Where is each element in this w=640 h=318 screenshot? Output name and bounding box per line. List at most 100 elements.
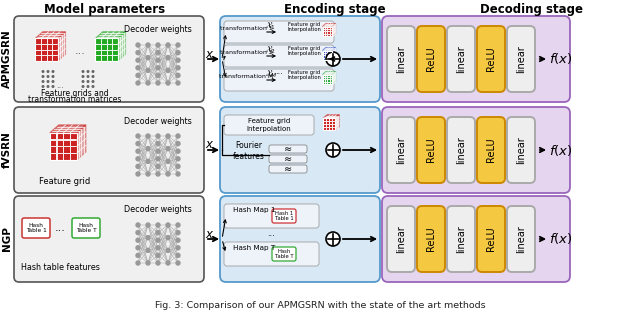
- Bar: [323, 80, 325, 82]
- Bar: [328, 80, 330, 82]
- Bar: [107, 50, 112, 55]
- Bar: [326, 124, 329, 127]
- Text: Encoding stage: Encoding stage: [284, 3, 386, 16]
- Circle shape: [146, 236, 150, 240]
- Circle shape: [176, 66, 180, 70]
- Circle shape: [87, 81, 89, 82]
- Circle shape: [156, 66, 160, 70]
- Bar: [56, 140, 63, 146]
- FancyBboxPatch shape: [269, 165, 307, 173]
- Circle shape: [146, 56, 150, 60]
- Bar: [328, 26, 330, 29]
- Bar: [325, 74, 327, 77]
- FancyBboxPatch shape: [269, 155, 307, 163]
- Circle shape: [146, 172, 150, 176]
- Circle shape: [146, 68, 150, 72]
- Circle shape: [176, 51, 180, 55]
- Circle shape: [166, 134, 170, 138]
- Circle shape: [176, 253, 180, 257]
- Text: ReLU: ReLU: [426, 227, 436, 251]
- Bar: [330, 82, 332, 84]
- FancyBboxPatch shape: [14, 196, 204, 282]
- Polygon shape: [332, 48, 335, 60]
- Text: Decoding stage: Decoding stage: [481, 3, 584, 16]
- Bar: [101, 38, 106, 44]
- Bar: [323, 74, 325, 77]
- Circle shape: [136, 261, 140, 265]
- Bar: [41, 38, 47, 44]
- Circle shape: [156, 51, 160, 55]
- FancyBboxPatch shape: [224, 69, 334, 91]
- Bar: [323, 34, 325, 36]
- Circle shape: [47, 81, 49, 82]
- Circle shape: [146, 223, 150, 227]
- Text: ≈: ≈: [284, 164, 292, 174]
- Bar: [107, 55, 112, 61]
- Bar: [95, 38, 101, 44]
- Circle shape: [176, 246, 180, 250]
- Text: linear: linear: [516, 225, 526, 253]
- FancyBboxPatch shape: [477, 117, 505, 183]
- Circle shape: [156, 238, 160, 242]
- Circle shape: [136, 81, 140, 85]
- Bar: [329, 127, 332, 130]
- Circle shape: [136, 172, 140, 176]
- Text: Feature grid
Interpolation: Feature grid Interpolation: [287, 22, 321, 32]
- Bar: [70, 153, 77, 160]
- Bar: [325, 77, 327, 80]
- Circle shape: [136, 238, 140, 242]
- Bar: [323, 127, 326, 130]
- Bar: [330, 53, 332, 55]
- Circle shape: [52, 81, 54, 82]
- Circle shape: [136, 73, 140, 77]
- Text: linear: linear: [516, 136, 526, 164]
- Bar: [328, 58, 330, 60]
- Circle shape: [176, 81, 180, 85]
- Bar: [325, 26, 327, 29]
- Circle shape: [156, 223, 160, 227]
- Bar: [330, 77, 332, 80]
- Bar: [101, 55, 106, 61]
- Bar: [35, 50, 41, 55]
- Bar: [323, 58, 325, 60]
- FancyBboxPatch shape: [507, 117, 535, 183]
- Circle shape: [176, 134, 180, 138]
- Text: fVSRN: fVSRN: [2, 132, 12, 169]
- Circle shape: [92, 71, 94, 72]
- Circle shape: [166, 43, 170, 47]
- Bar: [330, 51, 332, 53]
- Text: linear: linear: [456, 225, 466, 253]
- Circle shape: [92, 81, 94, 82]
- Text: Decoder weights: Decoder weights: [124, 205, 192, 215]
- Bar: [35, 38, 41, 44]
- Circle shape: [166, 159, 170, 163]
- Bar: [323, 31, 325, 34]
- Text: $f(x)$: $f(x)$: [549, 232, 573, 246]
- Bar: [323, 55, 325, 58]
- Circle shape: [42, 76, 44, 77]
- Text: Hash 1
Table 1: Hash 1 Table 1: [275, 211, 293, 221]
- Circle shape: [47, 86, 49, 87]
- Text: Fig. 3: Comparison of our APMGSRN with the state of the art methods: Fig. 3: Comparison of our APMGSRN with t…: [155, 301, 485, 309]
- FancyBboxPatch shape: [477, 26, 505, 92]
- Bar: [52, 50, 58, 55]
- Bar: [323, 82, 325, 84]
- Bar: [328, 77, 330, 80]
- FancyBboxPatch shape: [387, 117, 415, 183]
- Text: Hash
Table 1: Hash Table 1: [26, 223, 46, 233]
- Polygon shape: [35, 32, 65, 38]
- Circle shape: [136, 142, 140, 146]
- Circle shape: [166, 56, 170, 60]
- Text: Feature grid
Interpolation: Feature grid Interpolation: [246, 119, 291, 132]
- Bar: [325, 51, 327, 53]
- Circle shape: [146, 43, 150, 47]
- Bar: [325, 82, 327, 84]
- Text: ReLU: ReLU: [486, 227, 496, 251]
- Bar: [70, 146, 77, 153]
- Circle shape: [176, 261, 180, 265]
- Circle shape: [136, 134, 140, 138]
- Circle shape: [136, 246, 140, 250]
- Circle shape: [156, 253, 160, 257]
- Bar: [325, 55, 327, 58]
- Circle shape: [82, 76, 84, 77]
